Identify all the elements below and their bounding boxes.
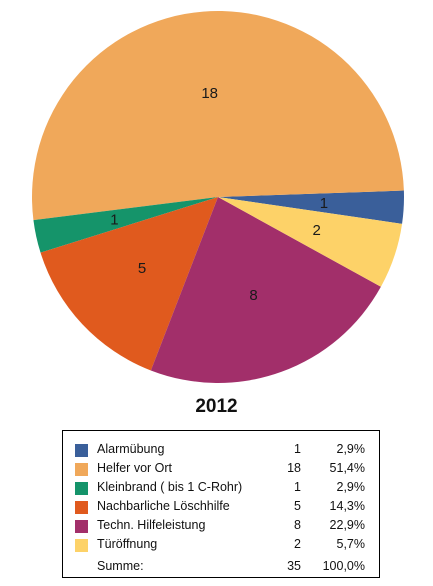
legend-row-helfer-vor-ort: Helfer vor Ort 18 51,4% [63, 460, 379, 478]
legend-swatch [75, 501, 88, 514]
legend-count: 8 [294, 518, 301, 532]
legend-swatch [75, 463, 88, 476]
legend-label: Helfer vor Ort [97, 461, 173, 475]
legend-percent: 51,4% [329, 461, 365, 475]
legend-percent: 2,9% [336, 442, 366, 456]
legend-percent: 2,9% [336, 480, 366, 494]
summe-percent: 100,0% [322, 559, 365, 573]
pie-slice-6 [218, 197, 403, 287]
pie-slice-label-5: 8 [249, 287, 257, 304]
legend-count: 1 [294, 442, 301, 456]
pie-slice-label-2: 18 [201, 85, 218, 102]
pie-slice-5 [150, 197, 381, 383]
pie-slice-1 [218, 190, 404, 224]
legend-row-techn-hilfeleistung: Techn. Hilfeleistung 8 22,9% [63, 517, 379, 535]
chart-title: 2012 [195, 396, 238, 417]
legend-swatch [75, 520, 88, 533]
pie-slice-4 [40, 197, 218, 371]
legend-row-nachbarliche-loeschhilfe: Nachbarliche Löschhilfe 5 14,3% [63, 498, 379, 516]
pie-slice-label-1: 1 [320, 195, 328, 212]
legend-label: Kleinbrand ( bis 1 C-Rohr) [97, 480, 243, 494]
legend-row-tueroeffnung: Türöffnung 2 5,7% [63, 536, 379, 554]
legend-count: 18 [287, 461, 301, 475]
legend-row-kleinbrand: Kleinbrand ( bis 1 C-Rohr) 1 2,9% [63, 479, 379, 497]
pie-slice-3 [33, 197, 219, 253]
summe-label: Summe: [97, 559, 144, 573]
pie-slice-label-6: 2 [313, 222, 321, 239]
legend: Alarmübung 1 2,9% Helfer vor Ort 18 51,4… [62, 430, 380, 578]
legend-swatch [75, 539, 88, 552]
legend-percent: 14,3% [329, 499, 365, 513]
legend-label: Alarmübung [97, 442, 165, 456]
legend-label: Türöffnung [97, 537, 158, 551]
legend-count: 1 [294, 480, 301, 494]
legend-percent: 22,9% [329, 518, 365, 532]
legend-row-alarmuebung: Alarmübung 1 2,9% [63, 441, 379, 459]
legend-label: Nachbarliche Löschhilfe [97, 499, 230, 513]
summe-count: 35 [287, 559, 301, 573]
legend-swatch [75, 482, 88, 495]
pie-slice-2 [31, 11, 404, 221]
legend-count: 2 [294, 537, 301, 551]
pie-slice-label-3: 1 [110, 212, 118, 229]
legend-count: 5 [294, 499, 301, 513]
pie-slice-label-4: 5 [138, 260, 146, 277]
legend-swatch [75, 444, 88, 457]
pie-chart: 1 18 1 5 8 2 [31, 11, 404, 383]
legend-percent: 5,7% [336, 537, 366, 551]
legend-label: Techn. Hilfeleistung [97, 518, 206, 532]
legend-row-summe: Summe: 35 100,0% [63, 558, 379, 576]
